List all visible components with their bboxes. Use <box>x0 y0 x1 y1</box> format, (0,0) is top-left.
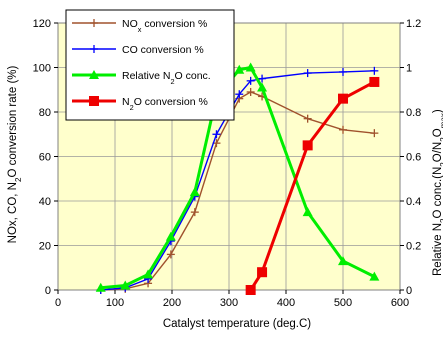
legend-entry: Relative N2O conc. <box>72 70 211 86</box>
tick-labels: 0 20 40 60 80 100 120 0 0.2 0.4 0.6 0.8 1 1.2 0 100 200 3… <box>33 18 422 309</box>
x-axis-title: Catalyst temperature (deg.C) <box>163 318 311 330</box>
y2-axis-title: Relative N2O conc.(N2O/N2Omax) <box>432 109 443 276</box>
data-point <box>369 76 380 87</box>
data-point <box>338 256 348 266</box>
legend-entry: CO conversion % <box>72 44 204 56</box>
data-point <box>89 70 99 79</box>
data-point <box>302 140 313 151</box>
legend-label: Relative N2O conc. <box>122 70 211 86</box>
data-point <box>338 93 348 104</box>
data-point <box>245 62 256 72</box>
data-point <box>143 269 154 279</box>
x-tick-label: 600 <box>391 297 409 309</box>
data-point <box>302 207 313 217</box>
series-3 <box>245 76 380 295</box>
y2-tick-label: 1 <box>406 63 412 75</box>
legend: NOx conversion % CO conversion % Relative … <box>65 9 235 121</box>
y-tick-label: 100 <box>33 63 51 75</box>
y-tick-label: 120 <box>33 18 51 30</box>
data-point <box>257 82 268 92</box>
x-tick-label: 200 <box>163 297 181 309</box>
data-point <box>257 267 268 278</box>
y-tick-label: 60 <box>39 152 51 164</box>
y2-tick-label: 0 <box>406 285 412 297</box>
series-line <box>100 91 375 291</box>
x-tick-label: 400 <box>277 297 295 309</box>
y-tick-label: 20 <box>39 241 51 253</box>
y2-tick-label: 1.2 <box>406 18 421 30</box>
legend-label: CO conversion % <box>122 44 204 56</box>
y2-tick-label: 0.4 <box>406 196 421 208</box>
y-tick-label: 40 <box>39 196 51 208</box>
data-point <box>189 187 200 197</box>
data-point <box>369 271 380 281</box>
legend-label: NOx conversion % <box>122 18 207 34</box>
y-tick-label: 80 <box>39 107 51 119</box>
x-tick-label: 500 <box>334 297 352 309</box>
y-axis-title: NOx, CO, N2O conversion rate (%) <box>7 66 23 244</box>
x-tick-label: 100 <box>106 297 124 309</box>
data-point <box>95 282 106 292</box>
y2-tick-label: 0.6 <box>406 152 421 164</box>
data-point <box>234 64 245 74</box>
data-point <box>245 285 256 295</box>
x-tick-label: 300 <box>220 297 238 309</box>
data-point <box>120 280 131 290</box>
legend-entry: NOx conversion % <box>72 18 207 34</box>
data-point <box>165 231 176 241</box>
legend-entry: N2O conversion % <box>72 96 208 112</box>
y2-tick-label: 0.2 <box>406 241 421 253</box>
y-tick-label: 0 <box>45 285 51 297</box>
x-tick-label: 0 <box>55 297 61 309</box>
data-point <box>89 96 99 106</box>
legend-label: N2O conversion % <box>122 96 208 112</box>
y2-tick-label: 0.8 <box>406 107 421 119</box>
